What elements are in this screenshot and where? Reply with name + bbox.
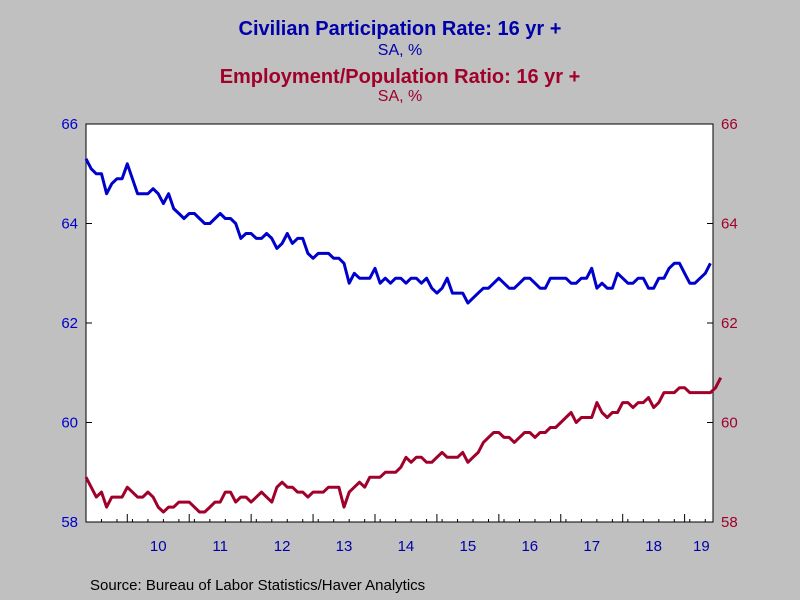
chart-title-series2: Employment/Population Ratio: 16 yr + [219, 66, 581, 88]
x-tick-label: 11 [212, 538, 228, 555]
right-y-tick-label: 60 [721, 415, 738, 432]
left-y-tick-label: 60 [61, 415, 78, 432]
x-tick-label: 14 [398, 538, 415, 555]
chart-subtitle-series2: SA, % [377, 88, 423, 105]
left-y-tick-label: 62 [61, 315, 78, 332]
x-axis: 10 11 12 13 14 15 16 17 18 19 [100, 514, 710, 555]
x-tick-label: 16 [521, 538, 538, 555]
right-y-tick-label: 66 [721, 116, 738, 133]
right-y-tick-label: 58 [721, 514, 738, 531]
x-tick-label: 19 [693, 538, 710, 555]
x-tick-label: 12 [274, 538, 291, 555]
participation-rate-line [84, 158, 712, 305]
chart-title-series1: Civilian Participation Rate: 16 yr + [238, 18, 562, 40]
employment-ratio-line [84, 377, 723, 514]
x-tick-label: 18 [645, 538, 662, 555]
left-y-axis: 58 60 62 64 66 [61, 116, 92, 531]
right-y-tick-label: 64 [721, 216, 738, 233]
right-y-axis: 58 60 62 64 66 [707, 116, 738, 531]
left-y-tick-label: 58 [61, 514, 78, 531]
chart-subtitle-series1: SA, % [377, 42, 423, 59]
x-tick-label: 13 [336, 538, 353, 555]
x-tick-label: 15 [460, 538, 477, 555]
series-layer [84, 158, 723, 514]
left-y-tick-label: 64 [61, 216, 78, 233]
right-y-tick-label: 62 [721, 315, 738, 332]
x-tick-label: 10 [150, 538, 167, 555]
source-note: Source: Bureau of Labor Statistics/Haver… [90, 577, 426, 594]
x-tick-label: 17 [583, 538, 600, 555]
left-y-tick-label: 66 [61, 116, 78, 133]
plot-area [85, 123, 714, 523]
